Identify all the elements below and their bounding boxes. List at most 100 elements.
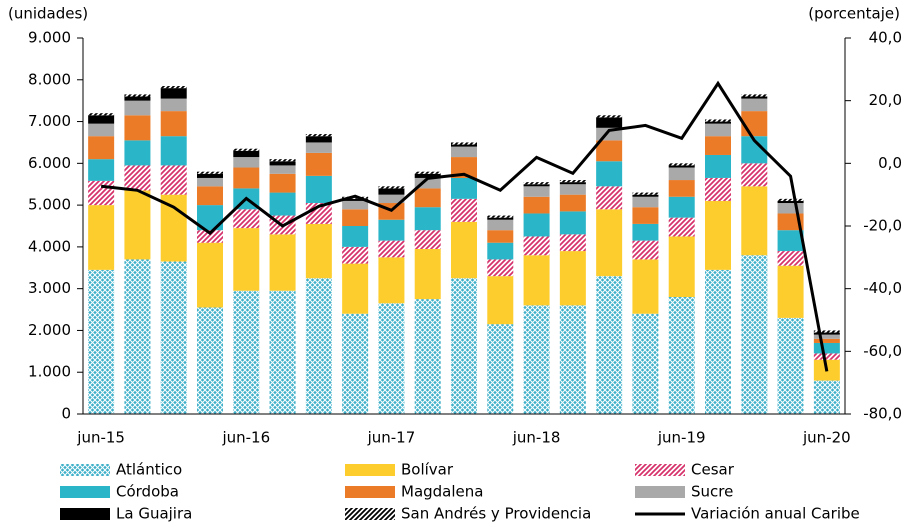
bar-segment (451, 177, 477, 199)
bar-segment (378, 303, 405, 414)
bar-segment (233, 167, 260, 189)
bar-segment (668, 236, 695, 298)
bar-segment (487, 217, 514, 220)
legend-label: La Guajira (116, 505, 192, 523)
bar-segment (596, 117, 623, 128)
bar-segment (88, 159, 115, 181)
bar-segment (741, 94, 768, 97)
bar-segment (414, 230, 441, 249)
bar-segment (160, 111, 187, 137)
bar-segment (668, 167, 695, 181)
legend-label: Cesar (691, 461, 735, 479)
y-tick-label: 3.000 (28, 279, 71, 297)
bar-segment (197, 307, 223, 414)
bar-segment (596, 140, 623, 162)
bar-segment (342, 226, 369, 247)
bar-segment (451, 144, 477, 147)
bar-segment (559, 184, 586, 195)
bar-segment (777, 251, 804, 266)
bar-segment (451, 157, 477, 178)
bar-segment (451, 198, 477, 222)
y2-tick-label: -20,0 (863, 217, 902, 235)
bar-segment (342, 246, 369, 264)
bar-segment (705, 136, 731, 155)
y-tick-label: 6.000 (28, 154, 71, 172)
bar-segment (124, 165, 151, 191)
bar-segment (523, 184, 550, 187)
bar-segment (777, 200, 804, 204)
bar-segment (124, 100, 151, 116)
line (100, 80, 829, 372)
bar-segment (88, 123, 115, 137)
bar-segment (777, 230, 804, 252)
bar-segment (197, 173, 223, 178)
bar-segment (197, 230, 223, 243)
bar-segment (741, 111, 768, 137)
y2-tick-label: -40,0 (863, 279, 902, 297)
y2-tick-label: -80,0 (863, 405, 902, 423)
bar-segment (378, 194, 405, 204)
y-tick-label: 0 (61, 405, 71, 423)
y-tick-label: 5.000 (28, 196, 71, 214)
bar-segment (632, 259, 659, 314)
legend-swatch (345, 508, 395, 520)
x-tick-label: jun-15 (76, 429, 125, 447)
bar-segment (378, 219, 405, 241)
bar-segment (777, 198, 804, 201)
bar-segment (305, 134, 332, 137)
bar-segment (596, 186, 623, 210)
bar-segment (559, 180, 586, 183)
bar-segment (596, 161, 623, 187)
bar-segment (88, 113, 115, 116)
bar-segment (305, 152, 332, 176)
bar-segment (342, 200, 369, 210)
bar-segment (233, 228, 260, 291)
bar-segment (632, 192, 659, 195)
bar-segment (305, 175, 332, 204)
y-tick-label: 9.000 (28, 29, 71, 47)
legend-label: Sucre (691, 483, 733, 501)
bar-segment (596, 276, 623, 414)
bar-segment (705, 121, 731, 124)
bar-segment (813, 332, 840, 335)
bar-segment (451, 278, 477, 414)
bar-segment (632, 240, 659, 260)
bar-segment (813, 353, 840, 360)
bar-segment (813, 334, 840, 339)
bar-segment (160, 98, 187, 112)
bar-segment (160, 86, 187, 89)
bar-segment (414, 188, 441, 208)
bar-segment (487, 276, 514, 325)
bar-segment (559, 194, 586, 212)
bar-segment (124, 96, 151, 101)
bar-segment (487, 215, 514, 218)
bar-segment (559, 305, 586, 414)
bar-segment (233, 150, 260, 158)
bar-segment (632, 194, 659, 197)
bar-segment (197, 186, 223, 206)
bar-segment (124, 115, 151, 141)
bar-segment (269, 159, 296, 162)
bar-segment (305, 278, 332, 414)
x-tick-label: jun-17 (367, 429, 416, 447)
y-tick-label: 2.000 (28, 321, 71, 339)
bar-segment (741, 255, 768, 414)
bar-segment (414, 177, 441, 189)
bar-segment (632, 196, 659, 208)
bar-segment (668, 217, 695, 237)
bar-segment (124, 94, 151, 97)
bar-segment (596, 115, 623, 118)
y-tick-label: 4.000 (28, 237, 71, 255)
bar-segment (741, 186, 768, 256)
bar-segment (233, 290, 260, 414)
bar-segment (342, 198, 369, 201)
bar-segment (233, 209, 260, 229)
bar-segment (668, 163, 695, 166)
bar-segment (414, 173, 441, 178)
bar-segment (487, 324, 514, 414)
y2-axis-label: (porcentaje) (808, 5, 900, 23)
bar-segment (559, 234, 586, 252)
bar-segment (197, 171, 223, 174)
bar-segment (777, 203, 804, 214)
bar-segment (197, 242, 223, 308)
